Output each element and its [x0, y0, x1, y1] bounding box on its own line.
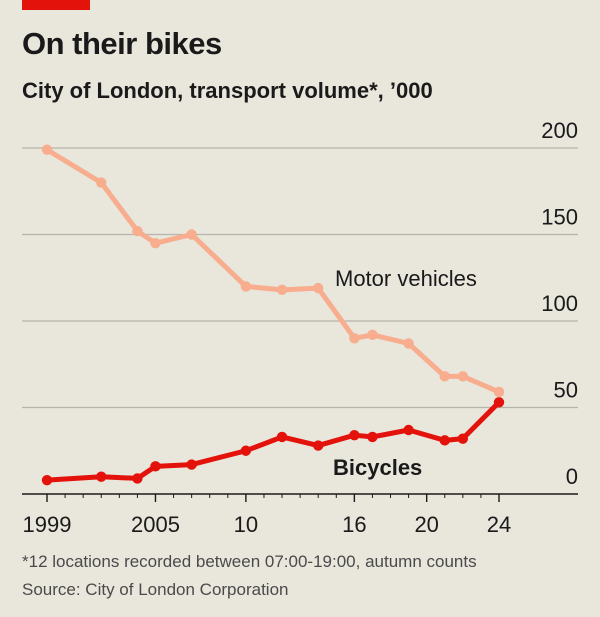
data-point-bicycles-2007: [186, 459, 197, 470]
data-point-bicycles-2004: [132, 473, 143, 484]
y-tick-label-200: 200: [541, 118, 578, 143]
chart-subtitle: City of London, transport volume*, ’000: [22, 78, 433, 103]
data-point-motor-2002: [96, 177, 107, 188]
data-point-bicycles-2024: [493, 397, 505, 408]
x-tick-label-2010: 10: [234, 512, 258, 537]
data-point-motor-2017: [367, 329, 378, 341]
data-point-bicycles-2002: [96, 471, 107, 482]
data-point-motor-2022: [457, 371, 469, 382]
data-point-bicycles-2021: [439, 435, 450, 446]
data-point-motor-2024: [493, 386, 505, 398]
data-point-bicycles-2014: [313, 440, 324, 451]
brand-red-tab: [22, 0, 90, 10]
series-line-bicycles: [44, 399, 502, 483]
y-tick-label-0: 0: [566, 464, 578, 489]
x-tick-label-1999: 1999: [23, 512, 72, 537]
data-point-motor-2004: [132, 225, 143, 237]
data-point-bicycles-2012: [276, 431, 288, 443]
data-point-motor-2010: [240, 281, 252, 292]
chart-title: On their bikes: [22, 26, 222, 61]
data-point-bicycles-2022: [457, 433, 469, 444]
y-tick-label-150: 150: [541, 205, 578, 230]
y-tick-label-100: 100: [541, 291, 578, 316]
x-tick-label-2005: 2005: [131, 512, 180, 537]
series-label-motor-vehicles: Motor vehicles: [335, 266, 477, 291]
data-point-bicycles-2016: [349, 429, 360, 441]
footnote: *12 locations recorded between 07:00-19:…: [22, 552, 477, 571]
x-tick-label-2024: 24: [487, 512, 511, 537]
x-tick-label-2016: 16: [342, 512, 366, 537]
data-point-motor-2019: [403, 338, 414, 349]
data-point-bicycles-1999: [41, 474, 53, 486]
data-point-motor-2021: [439, 371, 450, 382]
x-tick-label-2020: 20: [414, 512, 438, 537]
data-point-bicycles-2005: [150, 461, 161, 472]
source-note: Source: City of London Corporation: [22, 580, 289, 599]
data-point-bicycles-2017: [367, 431, 378, 443]
data-point-motor-1999: [41, 144, 53, 155]
series-label-bicycles: Bicycles: [333, 455, 422, 480]
data-point-motor-2007: [186, 229, 197, 240]
data-point-motor-2005: [150, 237, 161, 249]
y-tick-label-50: 50: [554, 378, 578, 403]
data-point-motor-2012: [276, 284, 288, 296]
data-point-motor-2014: [313, 282, 324, 294]
data-point-bicycles-2010: [240, 445, 252, 456]
data-point-motor-2016: [349, 333, 360, 344]
data-point-bicycles-2019: [403, 424, 414, 436]
